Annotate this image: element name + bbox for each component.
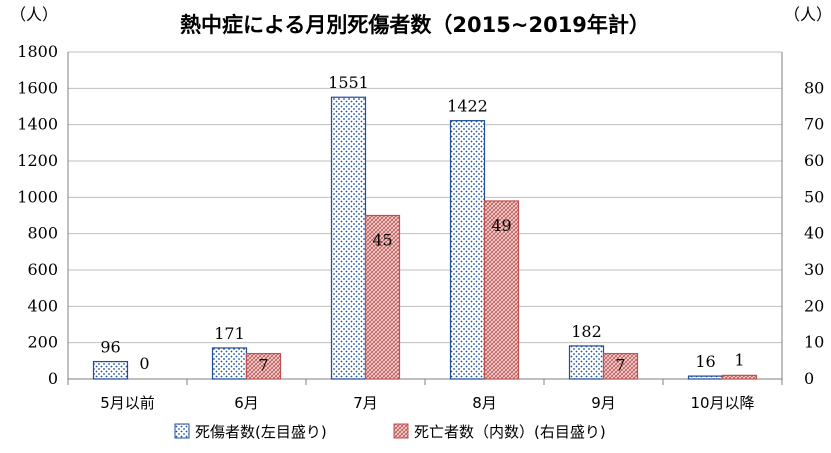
right-axis-ticks: 0 10 20 30 40 50 60 70 80 (804, 78, 824, 388)
category-label: 5月以前 (100, 394, 155, 412)
data-label-injuries: 171 (214, 324, 245, 343)
left-tick-label: 1200 (17, 151, 58, 170)
data-label-deaths: 7 (258, 356, 268, 375)
legend-label-injuries: 死傷者数(左目盛り) (195, 423, 327, 441)
legend-label-deaths: 死亡者数（内数）(右目盛り) (414, 423, 606, 441)
data-label-injuries: 16 (695, 352, 715, 371)
left-tick-label: 1600 (17, 78, 58, 97)
category-label: 10月以降 (690, 394, 754, 412)
right-tick-label: 60 (804, 151, 824, 170)
data-label-injuries: 96 (100, 338, 120, 357)
right-tick-label: 30 (804, 260, 824, 279)
left-tick-label: 0 (48, 369, 58, 388)
bar-deaths (245, 352, 282, 380)
category-label: 9月 (591, 394, 616, 412)
left-tick-label: 200 (27, 333, 58, 352)
right-tick-label: 40 (804, 224, 824, 243)
bar-injuries (568, 345, 605, 380)
category-label: 6月 (234, 394, 259, 412)
right-tick-label: 50 (804, 187, 824, 206)
bar-injuries (687, 375, 724, 380)
bar-injuries (449, 120, 486, 380)
bar-deaths (602, 352, 639, 380)
left-axis-ticks: 0 200 400 600 800 1000 1200 1400 1600 1800 (17, 42, 58, 388)
data-label-injuries: 1422 (447, 97, 488, 116)
left-axis-unit: （人） (10, 5, 58, 24)
right-tick-label: 80 (804, 78, 824, 97)
category-label: 8月 (472, 394, 497, 412)
gridlines (67, 51, 783, 385)
legend: 死傷者数(左目盛り) 死亡者数（内数）(右目盛り) (174, 423, 606, 441)
data-label-deaths: 0 (139, 354, 149, 373)
bar-injuries (92, 360, 129, 380)
legend-swatch-injuries (174, 423, 190, 439)
data-label-deaths: 45 (372, 231, 392, 250)
right-tick-label: 70 (804, 115, 824, 134)
data-label-injuries: 1551 (328, 73, 369, 92)
bar-injuries (330, 96, 367, 380)
bar-deaths (721, 374, 758, 380)
right-tick-label: 10 (804, 333, 824, 352)
right-tick-label: 20 (804, 296, 824, 315)
category-label: 7月 (353, 394, 378, 412)
bar-deaths (483, 200, 520, 380)
right-tick-label: 0 (804, 369, 814, 388)
left-tick-label: 1400 (17, 115, 58, 134)
data-label-injuries: 182 (571, 322, 602, 341)
right-axis-unit: （人） (784, 5, 831, 24)
data-label-deaths: 7 (615, 356, 625, 375)
data-labels: 96 0 171 7 1551 45 1422 49 182 7 16 1 (100, 73, 744, 374)
bar-injuries (211, 347, 248, 380)
legend-swatch-deaths (393, 423, 409, 439)
data-label-deaths: 1 (734, 350, 744, 369)
bars (92, 96, 758, 380)
chart-title: 熱中症による月別死傷者数（2015~2019年計） (180, 13, 650, 37)
left-tick-label: 400 (27, 296, 58, 315)
data-label-deaths: 49 (491, 216, 511, 235)
left-tick-label: 600 (27, 260, 58, 279)
left-tick-label: 1000 (17, 187, 58, 206)
left-tick-label: 1800 (17, 42, 58, 61)
category-labels: 5月以前 6月 7月 8月 9月 10月以降 (100, 394, 754, 412)
left-tick-label: 800 (27, 224, 58, 243)
bar-deaths (364, 214, 401, 380)
